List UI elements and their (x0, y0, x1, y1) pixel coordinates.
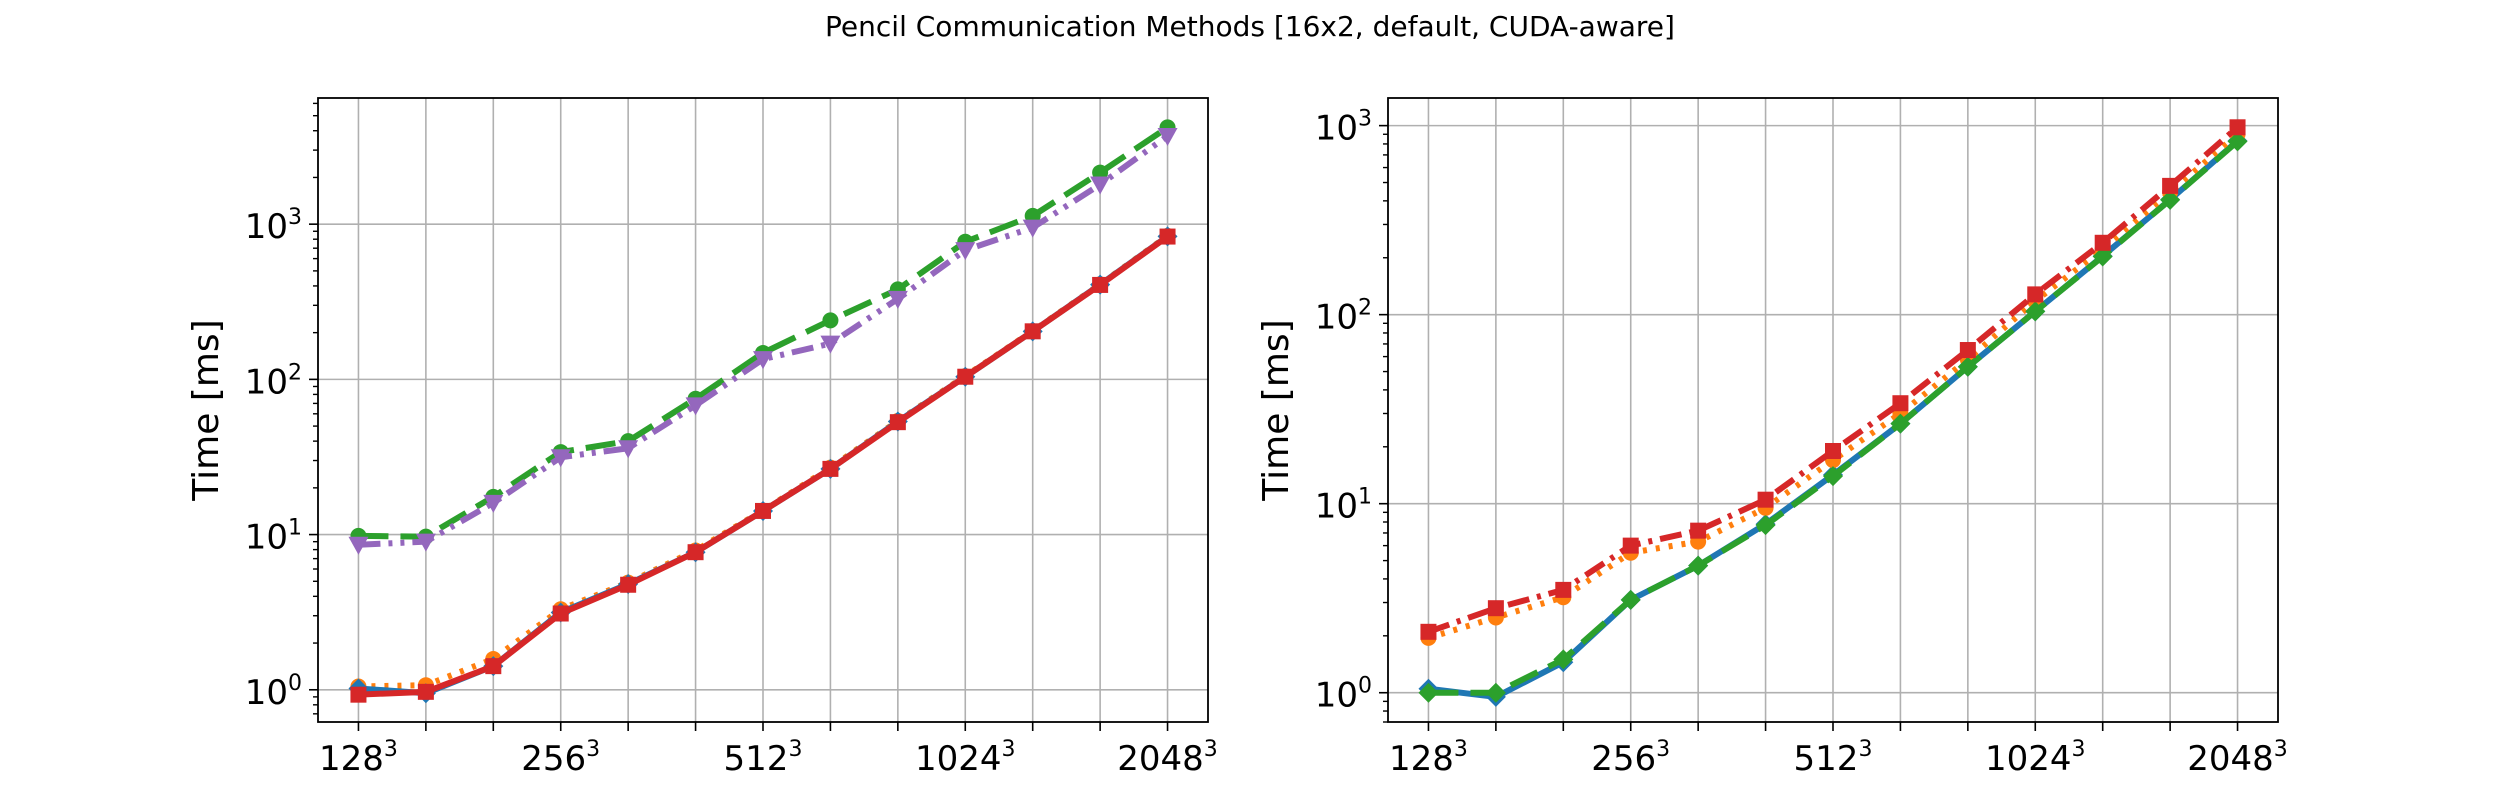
figure-title: Pencil Communication Methods [16x2, defa… (825, 10, 1675, 43)
x-tick-label: 2563 (1591, 737, 1670, 779)
ticks (309, 102, 1169, 731)
data-point (1157, 127, 1178, 146)
data-point (1957, 356, 1978, 377)
data-point (550, 449, 571, 468)
data-point (1555, 581, 1572, 598)
y-tick-label: 103 (1315, 107, 1372, 149)
x-tick-label: 10243 (1985, 737, 2086, 779)
data-point (1090, 176, 1111, 195)
data-point (348, 536, 369, 555)
data-point (1823, 466, 1843, 487)
data-point (1553, 649, 1574, 670)
data-point (685, 397, 706, 416)
data-point (1418, 682, 1439, 703)
data-point (2227, 131, 2248, 152)
y-tick-label: 102 (245, 360, 302, 402)
data-point (1092, 276, 1109, 293)
x-tick-label: 1283 (319, 737, 398, 779)
y-tick-label: 101 (245, 516, 302, 558)
y-axis-title: Time [ms] (186, 319, 227, 501)
data-point (889, 414, 906, 431)
data-point (755, 502, 771, 519)
x-tick-label: 20483 (1117, 737, 1218, 779)
data-point (822, 460, 839, 477)
data-point (1620, 589, 1641, 610)
y-tick-label: 100 (245, 671, 302, 713)
data-point (1688, 555, 1709, 576)
y-tick-label: 102 (1315, 296, 1372, 338)
data-point (415, 533, 436, 552)
data-point (483, 494, 504, 513)
data-point (1420, 623, 1437, 640)
data-point (1487, 600, 1504, 617)
data-point (2025, 301, 2046, 322)
series-4 (350, 228, 1176, 703)
data-point (1890, 413, 1911, 434)
data-point (687, 544, 704, 561)
data-point (2027, 286, 2044, 303)
data-point (1622, 537, 1639, 554)
data-point (1892, 395, 1909, 412)
data-point (1959, 342, 1976, 359)
data-point (753, 351, 773, 370)
data-point (1690, 522, 1707, 539)
y-tick-label: 103 (245, 205, 302, 247)
x-tick-label: 2563 (521, 737, 600, 779)
data-point (485, 658, 502, 675)
x-tick-label: 1283 (1389, 737, 1468, 779)
x-tick-label: 5123 (724, 737, 803, 779)
y-axis-title: Time [ms] (1256, 319, 1297, 501)
series-2 (1418, 131, 2248, 703)
data-point (887, 290, 908, 309)
data-point (1022, 219, 1043, 238)
grid (318, 98, 1208, 722)
x-tick-label: 20483 (2187, 737, 2288, 779)
data-point (2094, 234, 2111, 251)
data-point (957, 368, 974, 385)
data-point (2162, 177, 2179, 194)
right-chart: 100 101 102 103 1283 2563 5123 10243 20483 Time [… (1256, 97, 2288, 779)
x-tick-label: 5123 (1794, 737, 1873, 779)
data-point (822, 312, 839, 329)
data-point (955, 242, 976, 261)
data-point (1825, 442, 1841, 459)
series-3 (1420, 119, 2246, 640)
data-point (2092, 246, 2113, 267)
plot-area (1418, 119, 2248, 707)
data-point (1755, 515, 1776, 536)
data-point (2160, 189, 2181, 210)
data-point (417, 683, 434, 700)
data-point (1024, 323, 1041, 340)
data-point (1485, 682, 1506, 703)
data-point (618, 440, 639, 459)
data-point (350, 686, 367, 703)
plot-frame (317, 97, 1209, 723)
plot-area (348, 119, 1178, 704)
data-point (620, 576, 637, 593)
series-2 (348, 127, 1178, 555)
data-point (552, 605, 569, 622)
data-point (2229, 119, 2246, 136)
ticks (1379, 124, 2239, 731)
y-tick-label: 101 (1315, 485, 1372, 527)
grid (1388, 98, 2278, 722)
data-point (1159, 228, 1176, 245)
data-point (820, 335, 841, 354)
y-tick-label: 100 (1315, 674, 1372, 716)
plot-frame (1387, 97, 2279, 723)
x-tick-label: 10243 (915, 737, 1016, 779)
left-chart: 100 101 102 103 1283 2563 5123 10243 20483 Time [… (186, 97, 1218, 779)
data-point (1757, 491, 1774, 508)
